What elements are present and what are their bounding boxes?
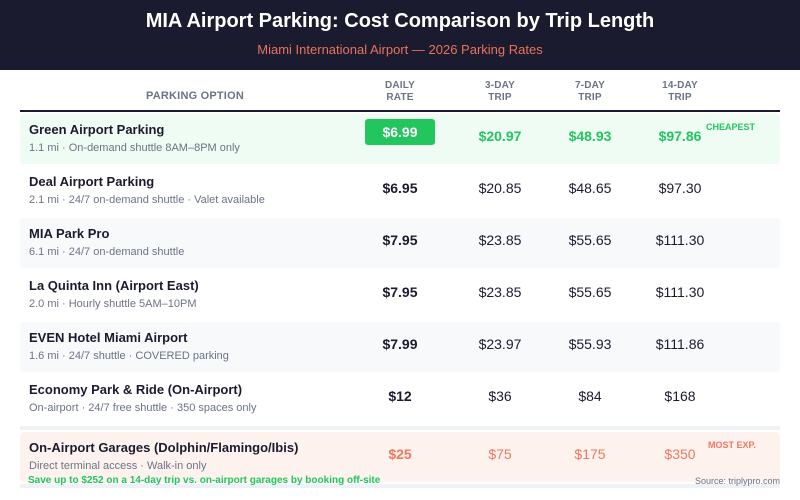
source-credit: Source: triplypro.com	[694, 476, 780, 486]
option-name: On-Airport Garages (Dolphin/Flamingo/Ibi…	[29, 440, 299, 455]
cost-14day: $97.86	[658, 128, 702, 144]
cost-7day: $55.65	[568, 232, 612, 248]
daily-rate: $6.95	[382, 180, 418, 196]
cost-7day: $55.93	[568, 336, 612, 352]
table-row: Deal Airport Parking 2.1 mi · 24/7 on-de…	[20, 166, 780, 216]
daily-rate: $7.95	[382, 232, 418, 248]
table-header: PARKING OPTION DAILY RATE 3-DAY TRIP 7-DAY…	[20, 70, 780, 112]
column-header-3day: 3-DAY TRIP	[484, 80, 516, 103]
daily-rate: $7.95	[382, 284, 418, 300]
cost-14day: $111.30	[655, 284, 705, 300]
option-name: Economy Park & Ride (On-Airport)	[29, 382, 243, 397]
option-description: Direct terminal access · Walk-in only	[29, 460, 207, 472]
option-description: 2.1 mi · 24/7 on-demand shuttle · Valet …	[29, 194, 265, 206]
table-row: EVEN Hotel Miami Airport 1.6 mi · 24/7 s…	[20, 322, 780, 372]
cost-3day: $23.85	[478, 232, 522, 248]
cost-7day: $55.65	[568, 284, 612, 300]
cost-7day: $84	[578, 388, 602, 404]
daily-rate: $7.99	[382, 336, 418, 352]
cost-3day: $23.97	[478, 336, 522, 352]
cheapest-tag: CHEAPEST	[706, 122, 756, 132]
option-description: 1.6 mi · 24/7 shuttle · COVERED parking	[29, 350, 229, 362]
row-divider	[20, 426, 780, 430]
option-name: MIA Park Pro	[29, 226, 110, 241]
column-header-option: PARKING OPTION	[146, 90, 244, 102]
cost-14day: $350	[664, 446, 696, 462]
table-row: Economy Park & Ride (On-Airport) On-airp…	[20, 374, 780, 424]
table-row: La Quinta Inn (Airport East) 2.0 mi · Ho…	[20, 270, 780, 320]
cost-7day: $48.65	[568, 180, 612, 196]
option-name: Green Airport Parking	[29, 122, 165, 137]
cost-3day: $20.85	[478, 180, 522, 196]
page-subtitle: Miami International Airport — 2026 Parki…	[257, 42, 543, 57]
daily-rate: $12	[388, 388, 412, 404]
daily-rate: $6.99	[382, 124, 418, 140]
cost-3day: $36	[488, 388, 512, 404]
cost-7day: $48.93	[568, 128, 612, 144]
option-description: On-airport · 24/7 free shuttle · 350 spa…	[29, 402, 257, 414]
table-row-cheapest: Green Airport Parking 1.1 mi · On-demand…	[20, 114, 780, 164]
table-row: MIA Park Pro 6.1 mi · 24/7 on-demand shu…	[20, 218, 780, 268]
daily-rate: $25	[388, 446, 412, 462]
option-name: EVEN Hotel Miami Airport	[29, 330, 188, 345]
column-header-7day: 7-DAY TRIP	[574, 80, 606, 103]
page-header: MIA Airport Parking: Cost Comparison by …	[0, 0, 800, 70]
cost-3day: $75	[488, 446, 512, 462]
cost-14day: $111.30	[655, 232, 705, 248]
most-expensive-tag: MOST EXP.	[708, 440, 756, 450]
option-name: La Quinta Inn (Airport East)	[29, 278, 199, 293]
option-description: 2.0 mi · Hourly shuttle 5AM–10PM	[29, 298, 197, 310]
row-divider	[20, 484, 780, 488]
cost-14day: $97.30	[658, 180, 702, 196]
cost-3day: $20.97	[478, 128, 522, 144]
cheapest-badge	[365, 119, 435, 145]
cost-14day: $168	[664, 388, 696, 404]
comparison-table: PARKING OPTION DAILY RATE 3-DAY TRIP 7-DAY…	[20, 70, 780, 488]
option-name: Deal Airport Parking	[29, 174, 155, 189]
option-description: 6.1 mi · 24/7 on-demand shuttle	[29, 246, 185, 258]
table-row-most-expensive: On-Airport Garages (Dolphin/Flamingo/Ibi…	[20, 432, 780, 482]
cost-7day: $175	[574, 446, 606, 462]
savings-note: Save up to $252 on a 14-day trip vs. on-…	[28, 475, 381, 486]
column-header-daily: DAILY RATE	[384, 80, 416, 103]
cost-3day: $23.85	[478, 284, 522, 300]
column-header-14day: 14-DAY TRIP	[662, 80, 698, 103]
cost-14day: $111.86	[655, 336, 705, 352]
option-description: 1.1 mi · On-demand shuttle 8AM–8PM only	[29, 142, 240, 154]
page-title: MIA Airport Parking: Cost Comparison by …	[145, 10, 655, 32]
